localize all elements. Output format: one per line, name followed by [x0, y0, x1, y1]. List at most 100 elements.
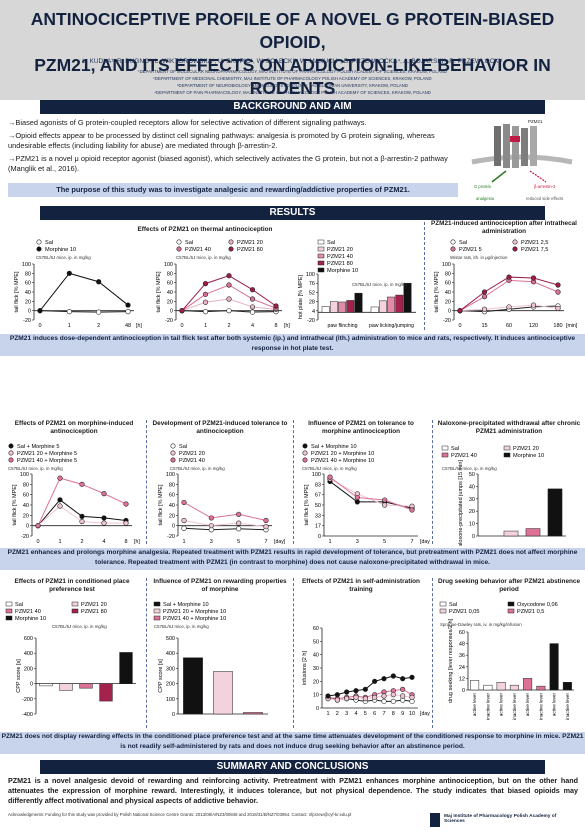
background-text: →Biased agonists of G protein-coupled re…: [8, 118, 458, 177]
data-point: [326, 694, 331, 699]
x-tick-label: 6: [373, 711, 376, 717]
divider: [293, 578, 294, 728]
data-point: [382, 503, 387, 508]
y-tick-label: 400: [166, 651, 175, 657]
x-tick-label: 48: [125, 323, 131, 329]
panel-title-selfadmin: Effects of PZM21 in self-administration …: [296, 578, 426, 594]
bar: [470, 680, 478, 690]
y-tick-label: -20: [23, 318, 31, 324]
bar: [80, 684, 93, 689]
panel-title-morphine: Effects of PZM21 on morphine-induced ant…: [4, 420, 144, 436]
data-point: [372, 695, 377, 700]
method-note: C57BL/6J mice, ip. in mg/kg: [36, 255, 91, 260]
legend-label: PZM21 5: [459, 247, 482, 253]
pzm21-ligand: [510, 136, 520, 142]
x-tick-label: 7: [410, 539, 413, 545]
x-tick-label: 8: [274, 323, 277, 329]
data-point: [180, 308, 185, 313]
x-unit-label: [day]: [274, 539, 286, 545]
y-tick-label: 100: [166, 697, 175, 703]
data-point: [209, 523, 214, 528]
bar: [100, 684, 113, 701]
legend-marker: [513, 240, 517, 244]
y-tick-label: 100: [164, 262, 173, 268]
data-point: [354, 688, 359, 693]
bar: [60, 684, 73, 691]
y-tick-label: 80: [167, 271, 173, 277]
x-tick-label: 9: [401, 711, 404, 717]
y-tick-label: 40: [167, 290, 173, 296]
legend-label: Morphine 10: [327, 268, 358, 274]
institute-name: Maj Institute of Pharmacology Polish Aca…: [444, 814, 574, 824]
y-axis-label: tail flick [% MPE]: [434, 271, 440, 312]
data-point: [102, 516, 107, 521]
y-tick-label: 60: [313, 626, 319, 632]
panel-title-morph-tol: Influence of PZM21 on tolerance to morph…: [296, 420, 426, 436]
panel-title-tolerance: Development of PZM21-induced tolerance t…: [150, 420, 290, 436]
legend-label: Sal + Morphine 5: [17, 444, 59, 450]
legend-label: PZM21 20: [327, 247, 353, 253]
purpose-box: The purpose of this study was to investi…: [8, 183, 458, 197]
y-tick-label: 40: [313, 653, 319, 659]
data-point: [344, 696, 349, 701]
method-note: C57BL/6J mice, ip. in mg/kg: [8, 466, 63, 471]
legend-label: PZM21 20: [81, 602, 107, 608]
y-tick-label: -20: [21, 534, 29, 540]
legend-label: Sal: [15, 602, 23, 608]
y-tick-label: 17: [315, 524, 321, 530]
data-point: [382, 676, 387, 681]
data-point: [531, 276, 536, 281]
legend-label: PZM21 80: [327, 261, 353, 267]
x-tick-label: 1: [328, 539, 331, 545]
data-point: [410, 695, 415, 700]
legend-swatch: [442, 453, 448, 457]
legend-label: Morphine 10: [513, 453, 544, 459]
institute-logo: [430, 813, 440, 827]
legend-swatch: [318, 261, 324, 265]
diagram-label-drug: PZM21: [528, 119, 543, 124]
y-tick-label: 50: [315, 503, 321, 509]
y-tick-label: 24: [459, 665, 465, 671]
x-tick-label: 5: [383, 539, 386, 545]
data-point: [372, 679, 377, 684]
legend-swatch: [318, 240, 324, 244]
bar: [330, 302, 337, 313]
data-point: [458, 308, 463, 313]
bar: [183, 658, 202, 714]
bar: [338, 302, 345, 312]
y-tick-label: 100: [166, 472, 175, 478]
bar: [497, 682, 505, 690]
x-tick-label: 3: [210, 539, 213, 545]
x-tick-label: 3: [356, 539, 359, 545]
receptor-helix: [512, 126, 519, 168]
legend-label: PZM21 40 + Morphine 5: [17, 458, 77, 464]
bar: [322, 307, 329, 313]
affiliation-3: ³DEPARTMENT OF NEUROBIOLOGY AND NEUROPSY…: [0, 83, 585, 88]
y-tick-label: 20: [313, 679, 319, 685]
data-point: [203, 281, 208, 286]
receptor-helix: [494, 126, 501, 166]
y-tick-label: 36: [459, 653, 465, 659]
results-heading: RESULTS: [40, 206, 545, 220]
y-tick-label: 300: [166, 666, 175, 672]
panel-title-thermal: Effects of PZM21 on thermal antinocicept…: [40, 226, 370, 234]
title-line-1: ANTINOCICEPTIVE PROFILE OF A NOVEL G PRO…: [0, 8, 585, 54]
y-axis-label: tail flick [% MPE]: [12, 484, 18, 525]
y-tick-label: -20: [165, 318, 173, 324]
data-point: [203, 309, 208, 314]
x-tick-label: 5: [364, 711, 367, 717]
legend-label: PZM21 80: [237, 247, 263, 253]
y-tick-label: 40: [23, 503, 29, 509]
legend-label: PZM21 20 + Morphine 10: [311, 451, 374, 457]
data-point: [250, 305, 255, 310]
receptor-helix: [503, 124, 510, 168]
affiliation-2: ²DEPARTMENT OF MEDICINAL CHEMISTRY, MAJ …: [0, 76, 585, 81]
data-point: [182, 526, 187, 531]
data-point: [80, 519, 85, 524]
legend-swatch: [508, 609, 514, 613]
data-point: [382, 498, 387, 503]
bar: [548, 489, 562, 536]
y-axis-label: tail flick [% MPE]: [304, 484, 310, 525]
bar: [523, 678, 531, 690]
method-note: C57BL/6J mice, ip. in mg/kg: [170, 466, 225, 471]
